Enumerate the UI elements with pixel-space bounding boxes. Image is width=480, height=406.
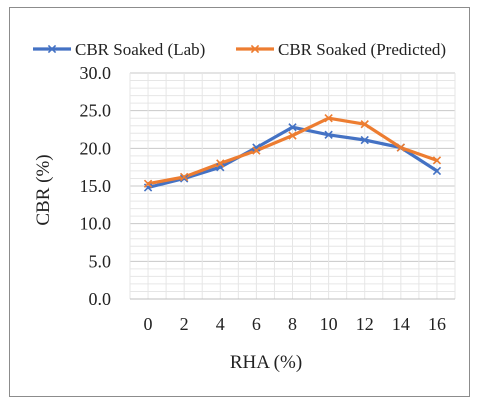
- data-point-predicted: [324, 114, 333, 123]
- data-point-predicted: [432, 156, 442, 165]
- data-point-lab: [252, 143, 261, 152]
- legend-label: CBR Soaked (Lab): [75, 40, 205, 59]
- y-tick-label: 5.0: [89, 251, 112, 271]
- x-tick-label: 0: [144, 314, 153, 334]
- data-point-predicted: [288, 131, 297, 140]
- y-tick-label: 30.0: [80, 63, 112, 83]
- x-axis-title: RHA (%): [230, 352, 302, 373]
- legend-marker: [47, 44, 57, 54]
- x-tick-label: 10: [320, 314, 338, 334]
- series-lines: [143, 114, 442, 192]
- data-point-predicted: [180, 172, 189, 182]
- data-point-predicted: [252, 146, 261, 155]
- line-chart: 0.05.010.015.020.025.030.00 2 4 6 8 10 12 14 16 …: [33, 40, 456, 373]
- y-tick-label: 10.0: [80, 214, 112, 234]
- data-point-lab: [432, 166, 442, 176]
- data-point-predicted: [360, 120, 369, 129]
- y-tick-label: 20.0: [80, 138, 112, 158]
- legend: CBR Soaked (Lab) CBR Soaked (Predicted): [33, 40, 446, 59]
- data-point-lab: [288, 123, 297, 132]
- x-tick-label: 4: [216, 314, 225, 334]
- data-point-predicted: [216, 159, 225, 168]
- x-tick-label: 16: [428, 314, 446, 334]
- data-point-lab: [180, 174, 189, 183]
- x-tick-label: 12: [356, 314, 374, 334]
- x-tick-label: 8: [288, 314, 297, 334]
- data-point-lab: [324, 130, 333, 139]
- chart-frame: 0.0 5.0 10.0 15.0 20.0 25.0 30.0 0 2 4 6 8 10 12 14 16 …: [9, 7, 470, 397]
- x-tick-label: 14: [392, 314, 410, 334]
- data-point-predicted: [396, 143, 405, 152]
- data-point-lab: [360, 135, 369, 145]
- y-tick-label: 15.0: [80, 176, 112, 196]
- legend-entry: CBR Soaked (Predicted): [236, 40, 446, 59]
- legend-entry: CBR Soaked (Lab): [33, 40, 205, 59]
- legend-label: CBR Soaked (Predicted): [278, 40, 446, 59]
- legend-marker: [250, 44, 260, 54]
- gridlines: [129, 72, 456, 300]
- axes: 0.0 5.0 10.0 15.0 20.0 25.0 30.0 0 2 4 6 8 10 12 14 16: [80, 63, 455, 334]
- data-point-predicted: [143, 179, 153, 188]
- x-tick-label: 6: [252, 314, 261, 334]
- x-tick-label: 2: [180, 314, 189, 334]
- y-axis-title: CBR (%): [33, 154, 54, 225]
- y-tick-label: 0.0: [89, 289, 112, 309]
- y-tick-label: 25.0: [80, 101, 112, 121]
